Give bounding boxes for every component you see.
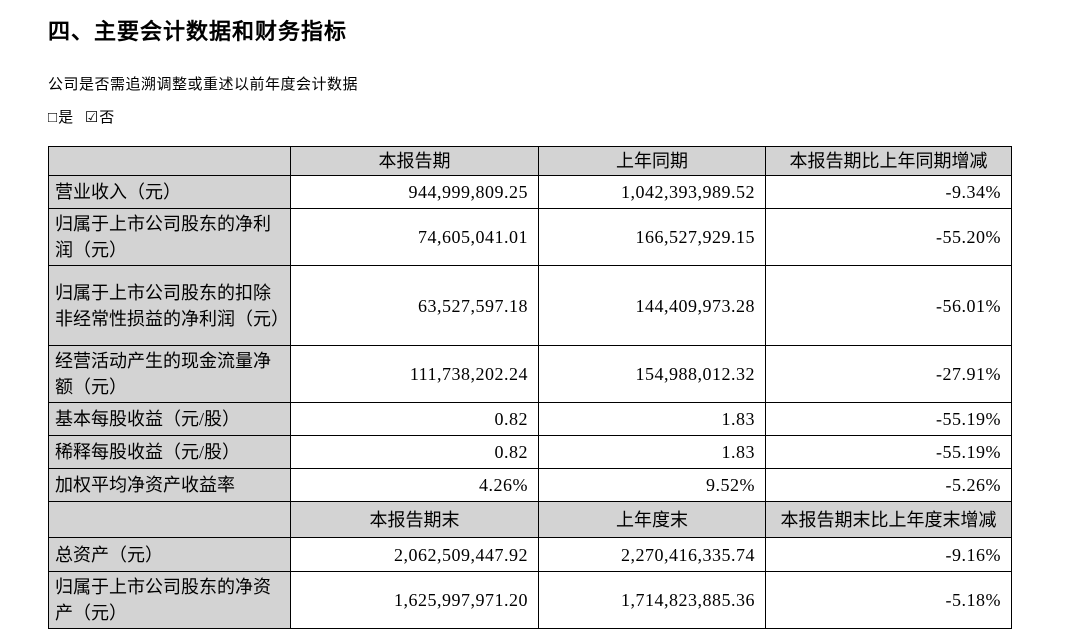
row-label: 加权平均净资产收益率 — [48, 468, 291, 502]
current-period-value: 74,605,041.01 — [290, 208, 539, 266]
current-period-value: 63,527,597.18 — [290, 265, 539, 346]
row-label: 归属于上市公司股东的净资产（元） — [48, 571, 291, 629]
table-row-net-profit: 归属于上市公司股东的净利润（元） 74,605,041.01 166,527,9… — [48, 208, 1012, 266]
header-empty-cell — [48, 501, 291, 538]
current-period-value: 111,738,202.24 — [290, 345, 539, 403]
table-row-basic-eps: 基本每股收益（元/股） 0.82 1.83 -55.19% — [48, 402, 1012, 436]
checkbox-no-label: 否 — [99, 110, 115, 126]
restatement-options: □是 ☑否 — [48, 108, 1011, 128]
row-label: 基本每股收益（元/股） — [48, 402, 291, 436]
prior-period-value: 2,270,416,335.74 — [538, 537, 766, 572]
row-label: 总资产（元） — [48, 537, 291, 572]
prior-period-value: 1.83 — [538, 402, 766, 436]
table-row-net-assets: 归属于上市公司股东的净资产（元） 1,625,997,971.20 1,714,… — [48, 571, 1012, 629]
checkbox-option-no: ☑否 — [85, 108, 114, 128]
financial-indicators-table: 本报告期 上年同期 本报告期比上年同期增减 营业收入（元） 944,999,80… — [48, 146, 1012, 629]
row-label: 归属于上市公司股东的扣除非经常性损益的净利润（元） — [48, 265, 291, 346]
row-label: 稀释每股收益（元/股） — [48, 435, 291, 469]
change-value: -5.18% — [765, 571, 1012, 629]
prior-period-value: 1,042,393,989.52 — [538, 175, 766, 209]
header-prior-period: 上年同期 — [538, 146, 766, 176]
header-empty-cell — [48, 146, 291, 176]
table-row-weighted-avg-roe: 加权平均净资产收益率 4.26% 9.52% -5.26% — [48, 468, 1012, 502]
current-period-value: 2,062,509,447.92 — [290, 537, 539, 572]
change-value: -55.20% — [765, 208, 1012, 266]
header-period-end-change: 本报告期末比上年度末增减 — [765, 501, 1012, 538]
prior-period-value: 166,527,929.15 — [538, 208, 766, 266]
period-header-row: 本报告期 上年同期 本报告期比上年同期增减 — [48, 146, 1012, 176]
prior-period-value: 144,409,973.28 — [538, 265, 766, 346]
table-row-total-assets: 总资产（元） 2,062,509,447.92 2,270,416,335.74… — [48, 537, 1012, 572]
row-label: 营业收入（元） — [48, 175, 291, 209]
header-period-change: 本报告期比上年同期增减 — [765, 146, 1012, 176]
change-value: -55.19% — [765, 435, 1012, 469]
header-prior-year-end: 上年度末 — [538, 501, 766, 538]
checkbox-unchecked-icon: □ — [48, 110, 58, 126]
current-period-value: 4.26% — [290, 468, 539, 502]
current-period-value: 1,625,997,971.20 — [290, 571, 539, 629]
current-period-value: 0.82 — [290, 402, 539, 436]
prior-period-value: 1,714,823,885.36 — [538, 571, 766, 629]
prior-period-value: 154,988,012.32 — [538, 345, 766, 403]
section-title: 四、主要会计数据和财务指标 — [48, 19, 348, 44]
table-row-net-profit-excl-nonrecurring: 归属于上市公司股东的扣除非经常性损益的净利润（元） 63,527,597.18 … — [48, 265, 1012, 346]
row-label: 经营活动产生的现金流量净额（元） — [48, 345, 291, 403]
row-label: 归属于上市公司股东的净利润（元） — [48, 208, 291, 266]
current-period-value: 944,999,809.25 — [290, 175, 539, 209]
endperiod-header-row: 本报告期末 上年度末 本报告期末比上年度末增减 — [48, 501, 1012, 538]
change-value: -9.16% — [765, 537, 1012, 572]
checkbox-checked-icon: ☑ — [84, 110, 99, 126]
header-current-period: 本报告期 — [290, 146, 539, 176]
prior-period-value: 9.52% — [538, 468, 766, 502]
header-current-period-end: 本报告期末 — [290, 501, 539, 538]
prior-period-value: 1.83 — [538, 435, 766, 469]
restatement-question: 公司是否需追溯调整或重述以前年度会计数据 — [48, 77, 359, 93]
table-row-operating-revenue: 营业收入（元） 944,999,809.25 1,042,393,989.52 … — [48, 175, 1012, 209]
checkbox-yes-label: 是 — [58, 110, 74, 126]
table-row-operating-cash-flow: 经营活动产生的现金流量净额（元） 111,738,202.24 154,988,… — [48, 345, 1012, 403]
change-value: -9.34% — [765, 175, 1012, 209]
change-value: -55.19% — [765, 402, 1012, 436]
change-value: -56.01% — [765, 265, 1012, 346]
change-value: -5.26% — [765, 468, 1012, 502]
change-value: -27.91% — [765, 345, 1012, 403]
table-row-diluted-eps: 稀释每股收益（元/股） 0.82 1.83 -55.19% — [48, 435, 1012, 469]
checkbox-option-yes: □是 — [48, 108, 73, 128]
current-period-value: 0.82 — [290, 435, 539, 469]
